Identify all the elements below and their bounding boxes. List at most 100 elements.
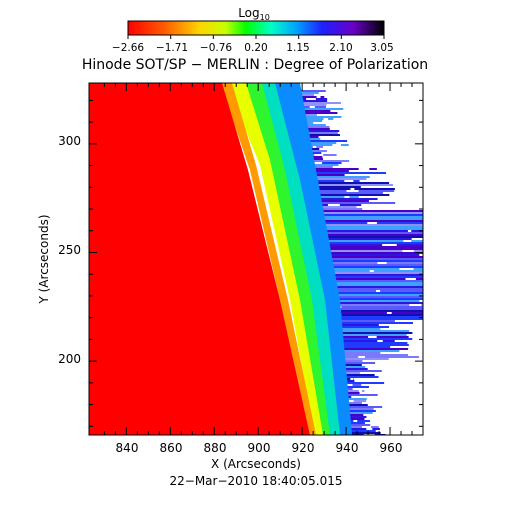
off-limb-streak xyxy=(332,330,410,332)
off-limb-streak xyxy=(317,230,423,232)
off-limb-streak xyxy=(341,390,365,392)
off-limb-streak xyxy=(306,152,322,154)
colorbar-tick-label: 2.10 xyxy=(329,42,352,54)
off-limb-gap xyxy=(314,162,323,164)
off-limb-streak xyxy=(318,236,423,238)
off-limb-streak xyxy=(307,160,350,162)
off-limb-streak xyxy=(308,170,349,172)
off-limb-streak xyxy=(314,208,363,210)
off-limb-gap xyxy=(386,312,392,314)
off-limb-streak xyxy=(298,100,328,102)
off-limb-gap xyxy=(367,222,377,224)
y-axis-tick-labels: 200 250 300 xyxy=(58,134,81,366)
off-limb-streak xyxy=(336,356,419,358)
off-limb-streak xyxy=(303,136,319,138)
off-limb-streak xyxy=(309,176,370,178)
off-limb-streak xyxy=(313,202,396,204)
off-limb-streak xyxy=(345,418,365,420)
off-limb-streak xyxy=(321,258,423,260)
off-limb-streak xyxy=(323,266,423,268)
off-limb-gap xyxy=(362,426,372,428)
off-limb-streak xyxy=(301,122,318,124)
off-limb-streak xyxy=(327,298,423,300)
off-limb-streak xyxy=(326,290,423,292)
off-limb-streak xyxy=(344,412,373,414)
y-axis-ticks xyxy=(89,99,423,427)
off-limb-streak xyxy=(342,400,367,402)
off-limb-streak xyxy=(319,244,423,246)
off-limb-streak xyxy=(307,164,339,166)
off-limb-gap xyxy=(377,340,383,342)
off-limb-streak xyxy=(340,386,369,388)
off-limb-streak xyxy=(302,128,330,130)
off-limb-gap xyxy=(320,138,327,140)
x-axis-tick-labels: 840 860 880 900 920 940 960 xyxy=(116,441,403,455)
off-limb-streak xyxy=(297,96,325,98)
off-limb-streak xyxy=(336,354,409,356)
off-limb-streak xyxy=(330,318,423,320)
off-limb-streak xyxy=(335,350,400,352)
off-limb-streak xyxy=(320,248,423,250)
off-limb-gap xyxy=(353,420,358,422)
off-limb-streak xyxy=(337,364,362,366)
solar-disk-region xyxy=(89,83,310,435)
off-limb-gap xyxy=(314,154,324,156)
off-limb-streak xyxy=(336,360,363,362)
off-limb-streak xyxy=(346,428,380,430)
off-limb-streak xyxy=(312,196,359,198)
off-limb-streak xyxy=(297,92,319,94)
off-limb-streak xyxy=(328,300,423,302)
off-limb-streak xyxy=(329,308,423,310)
x-tick-label: 840 xyxy=(116,441,139,455)
off-limb-gap xyxy=(382,244,397,246)
off-limb-gap xyxy=(358,168,370,170)
off-limb-streak xyxy=(324,276,423,278)
x-tick-label: 920 xyxy=(292,441,315,455)
off-limb-streak xyxy=(347,432,381,434)
off-limb-streak xyxy=(307,162,342,164)
colorbar xyxy=(127,20,385,36)
x-tick-label: 860 xyxy=(160,441,183,455)
off-limb-streak xyxy=(321,254,423,256)
off-limb-streak xyxy=(344,414,364,416)
off-limb-gap xyxy=(344,180,354,182)
plot-frame xyxy=(88,82,424,436)
off-limb-gap xyxy=(337,132,352,134)
off-limb-streak xyxy=(332,328,381,330)
colorbar-tick-label: 0.20 xyxy=(244,42,267,54)
off-limb-streak xyxy=(315,218,423,220)
off-limb-streak xyxy=(331,322,414,324)
off-limb-streak xyxy=(304,142,337,144)
off-limb-streak xyxy=(312,194,390,196)
off-limb-streak xyxy=(303,134,340,136)
colorbar-tick-labels: −2.66 −1.71 −0.76 0.20 1.15 2.10 3.05 xyxy=(112,42,394,54)
off-limb-streak xyxy=(309,174,345,176)
off-limb-streak xyxy=(305,148,325,150)
off-limb-streak xyxy=(315,214,423,216)
off-limb-streak xyxy=(304,140,348,142)
off-limb-streak xyxy=(303,132,341,134)
off-limb-gap xyxy=(405,278,416,280)
limb-band-orange xyxy=(220,83,316,435)
off-limb-streak xyxy=(331,326,390,328)
off-limb-gap xyxy=(377,262,387,264)
off-limb-streak xyxy=(334,344,409,346)
off-limb-streak xyxy=(341,394,379,396)
colorbar-tick-label: 3.05 xyxy=(370,42,393,54)
timestamp: 22−Mar−2010 18:40:05.015 xyxy=(170,474,343,488)
off-limb-streak xyxy=(301,118,334,120)
off-limb-gap xyxy=(360,186,371,188)
off-limb-streak xyxy=(339,376,379,378)
off-limb-gap xyxy=(323,118,329,120)
x-axis-label: X (Arcseconds) xyxy=(211,457,301,471)
off-limb-streak xyxy=(323,272,423,274)
off-limb-streak xyxy=(310,178,367,180)
off-limb-streak xyxy=(331,320,395,322)
x-axis-ticks xyxy=(103,83,413,435)
off-limb-streak xyxy=(341,388,356,390)
off-limb-gap xyxy=(361,402,368,404)
off-limb-streak xyxy=(347,430,376,432)
off-limb-streak xyxy=(308,168,377,170)
off-limb-gap xyxy=(327,204,340,206)
